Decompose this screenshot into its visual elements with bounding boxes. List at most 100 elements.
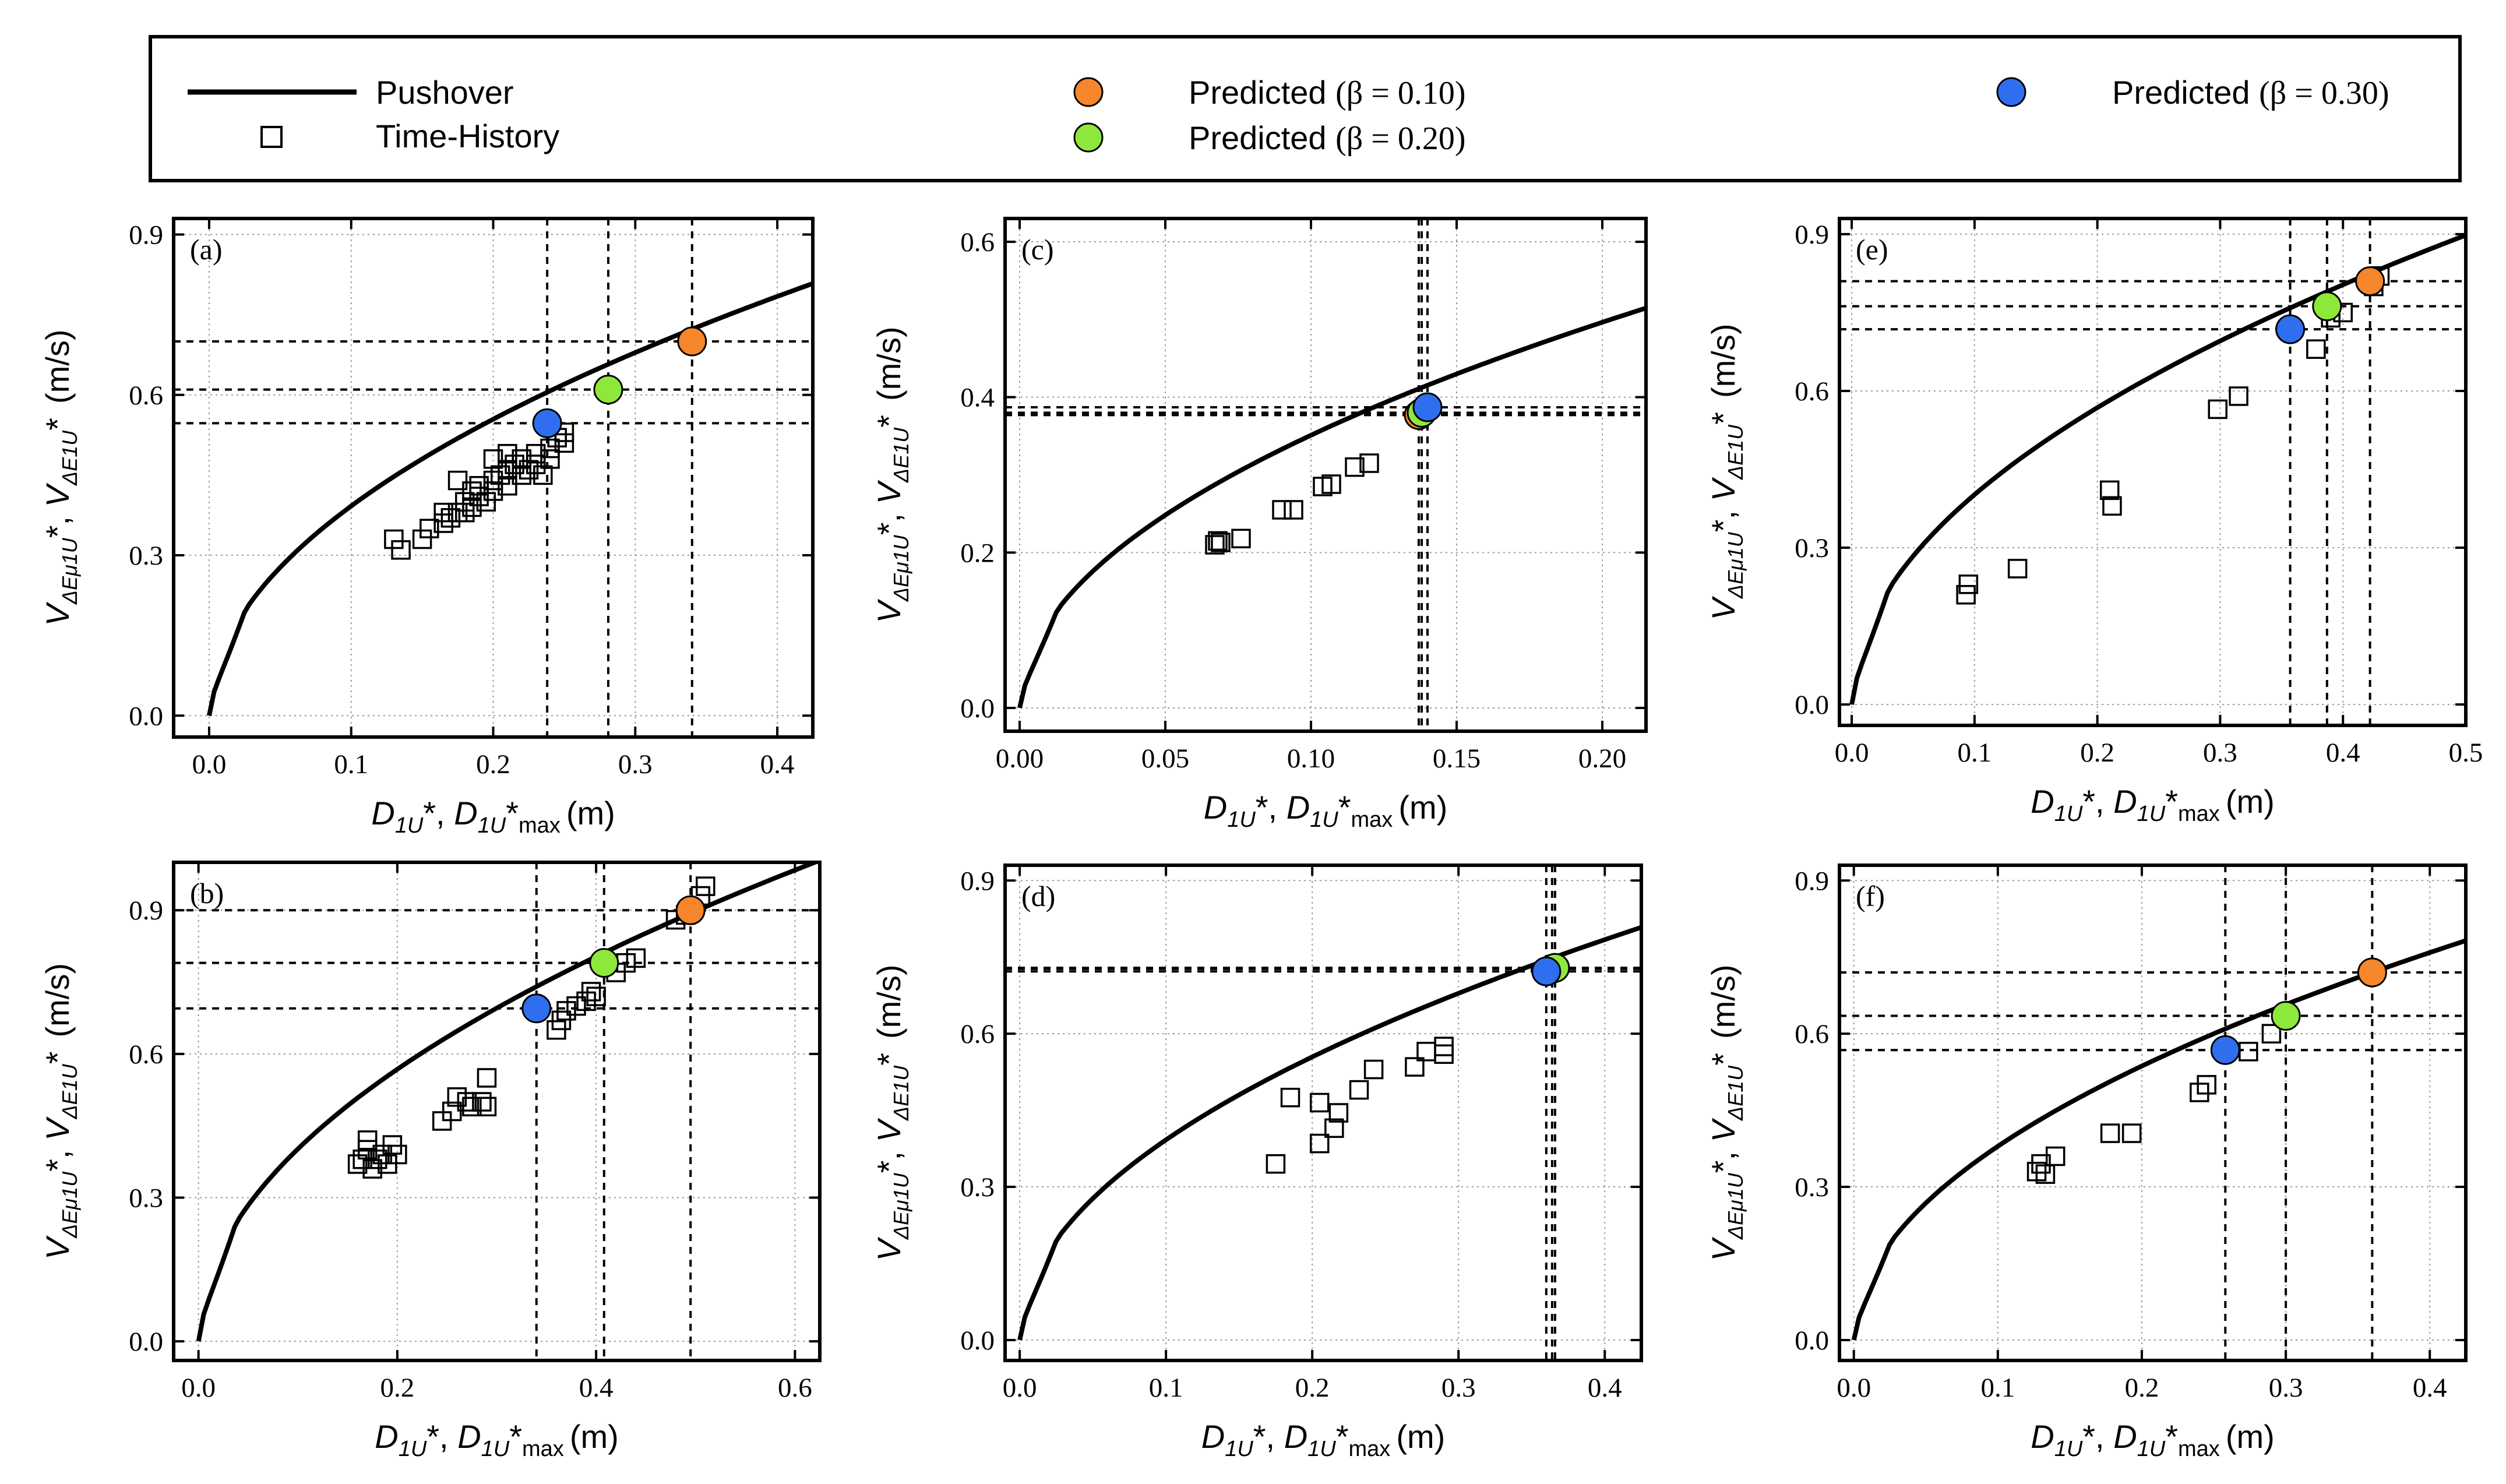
xtick-label-c-3: 0.15 — [1433, 743, 1481, 774]
y-axis-label-e: VΔEμ1U*, VΔE1U*(m/s) — [1705, 323, 1747, 620]
legend-time-history-marker — [260, 126, 283, 148]
time-history-point-a-14 — [483, 470, 503, 491]
time-history-point-c-9 — [1359, 453, 1379, 473]
panel-b: 0.0 0.2 0.4 0.6 0.0 0.3 0.6 0.9 (b) D1U*, D1U*max… — [39, 861, 822, 1461]
xtick-label-a-0: 0.0 — [192, 749, 227, 780]
time-history-point-a-32 — [462, 481, 482, 501]
xtick-label-b-3: 0.6 — [778, 1373, 812, 1403]
time-history-point-f-9 — [2261, 1024, 2282, 1044]
ytick-label-c-2: 0.4 — [960, 383, 995, 413]
time-history-point-c-2 — [1211, 533, 1231, 552]
plot-frame-b — [172, 861, 822, 1362]
panel-label-c: (c) — [1021, 233, 1054, 266]
time-history-point-a-30 — [483, 449, 503, 469]
time-history-point-b-17 — [477, 1068, 497, 1088]
panel-d: 0.0 0.1 0.2 0.3 0.4 0.0 0.3 0.6 0.9 (d) D1U*, D1U*… — [870, 863, 1643, 1461]
xtick-label-e-4: 0.4 — [2326, 738, 2360, 768]
time-history-point-f-3 — [2045, 1146, 2066, 1166]
ytick-label-f-2: 0.6 — [1795, 1019, 1829, 1049]
predicted-point-b-beta-0.30 — [521, 993, 552, 1024]
predicted-point-d-beta-0.30 — [1531, 956, 1562, 986]
legend-pushover-label: Pushover — [376, 74, 514, 111]
time-history-point-b-16 — [477, 1097, 497, 1117]
ytick-label-a-0: 0.0 — [129, 701, 163, 731]
time-history-point-f-7 — [2197, 1075, 2216, 1095]
panel-a: 0.0 0.1 0.2 0.3 0.4 0.0 0.3 0.6 0.9 (a) D1U*, D1U*… — [39, 217, 815, 838]
ytick-label-c-0: 0.0 — [960, 693, 995, 724]
xtick-label-f-1: 0.1 — [1980, 1373, 2015, 1403]
ytick-label-f-0: 0.0 — [1795, 1326, 1829, 1356]
y-axis-label-a: VΔEμ1U*, VΔE1U*(m/s) — [39, 329, 82, 626]
legend-pred-010-label: Predicted (β = 0.10) — [1189, 74, 1466, 111]
time-history-point-d-8 — [1405, 1057, 1425, 1077]
x-axis-label-c: D1U*, D1U*max (m) — [1204, 789, 1448, 832]
ytick-label-e-1: 0.3 — [1795, 533, 1829, 563]
time-history-point-e-4 — [2102, 496, 2122, 516]
time-history-point-a-3 — [420, 519, 439, 538]
ytick-label-b-3: 0.9 — [129, 896, 163, 926]
x-axis-label-b: D1U*, D1U*max (m) — [375, 1418, 619, 1461]
ytick-label-b-2: 0.6 — [129, 1039, 163, 1070]
legend-pred-020-label: Predicted (β = 0.20) — [1189, 119, 1466, 157]
panel-label-a: (a) — [190, 233, 223, 266]
time-history-point-b-15 — [472, 1092, 492, 1112]
legend-pred-030-marker — [1996, 77, 2026, 107]
xtick-label-e-2: 0.2 — [2080, 738, 2114, 768]
legend-pred-020-marker — [1073, 122, 1104, 153]
time-history-point-c-8 — [1345, 457, 1365, 477]
y-axis-label-d: VΔEμ1U*, VΔE1U*(m/s) — [870, 964, 913, 1261]
x-axis-label-e: D1U*, D1U*max (m) — [2031, 783, 2275, 826]
time-history-point-e-0 — [1956, 585, 1976, 605]
panel-label-b: (b) — [190, 877, 224, 910]
time-history-point-a-1 — [391, 540, 411, 560]
predicted-point-e-beta-0.10 — [2355, 266, 2385, 297]
time-history-point-e-6 — [2229, 386, 2248, 406]
predicted-point-f-beta-0.20 — [2271, 1001, 2301, 1031]
time-history-point-f-6 — [2190, 1083, 2209, 1102]
xtick-label-e-5: 0.5 — [2449, 738, 2483, 768]
predicted-point-e-beta-0.20 — [2312, 291, 2342, 322]
time-history-point-b-31 — [696, 876, 716, 896]
plot-frame-d — [1003, 863, 1643, 1362]
xtick-label-d-3: 0.3 — [1441, 1373, 1476, 1403]
time-history-point-b-27 — [626, 948, 646, 968]
time-history-point-b-20 — [556, 1001, 576, 1021]
x-axis-label-a: D1U*, D1U*max (m) — [371, 795, 615, 838]
ytick-label-a-3: 0.9 — [129, 220, 163, 251]
xtick-label-e-1: 0.1 — [1957, 738, 1992, 768]
time-history-point-a-7 — [454, 492, 475, 512]
xtick-label-d-4: 0.4 — [1588, 1373, 1622, 1403]
time-history-point-a-23 — [526, 443, 546, 464]
time-history-point-a-33 — [447, 470, 468, 491]
time-history-point-a-0 — [384, 529, 404, 549]
time-history-point-f-2 — [2035, 1164, 2056, 1184]
time-history-point-a-2 — [412, 529, 432, 549]
time-history-point-a-24 — [533, 465, 553, 485]
xtick-label-c-1: 0.05 — [1141, 743, 1189, 774]
predicted-point-a-beta-0.10 — [677, 326, 707, 357]
time-history-point-a-19 — [512, 465, 532, 485]
xtick-label-d-1: 0.1 — [1149, 1373, 1183, 1403]
legend-pred-010-marker — [1073, 77, 1104, 107]
xtick-label-a-4: 0.4 — [760, 749, 795, 780]
time-history-point-d-4 — [1324, 1118, 1344, 1138]
time-history-point-a-25 — [540, 449, 560, 469]
time-history-point-e-1 — [1958, 574, 1979, 594]
time-history-point-d-3 — [1309, 1133, 1330, 1154]
ref-lines-a — [174, 218, 813, 737]
ytick-label-f-1: 0.3 — [1795, 1172, 1829, 1203]
time-history-point-a-13 — [483, 481, 503, 501]
xtick-label-c-4: 0.20 — [1578, 743, 1626, 774]
y-axis-label-b: VΔEμ1U*, VΔE1U*(m/s) — [39, 963, 82, 1260]
ytick-label-c-3: 0.6 — [960, 227, 995, 258]
ytick-label-a-1: 0.3 — [129, 541, 163, 571]
time-history-point-f-4 — [2100, 1123, 2120, 1143]
time-history-point-d-10 — [1434, 1044, 1454, 1064]
time-history-point-b-3 — [357, 1130, 378, 1150]
time-history-point-a-17 — [498, 460, 517, 480]
legend-frame — [149, 35, 2462, 182]
xtick-label-e-3: 0.3 — [2203, 738, 2237, 768]
time-history-point-b-9 — [387, 1144, 407, 1165]
ytick-label-c-1: 0.2 — [960, 538, 995, 568]
